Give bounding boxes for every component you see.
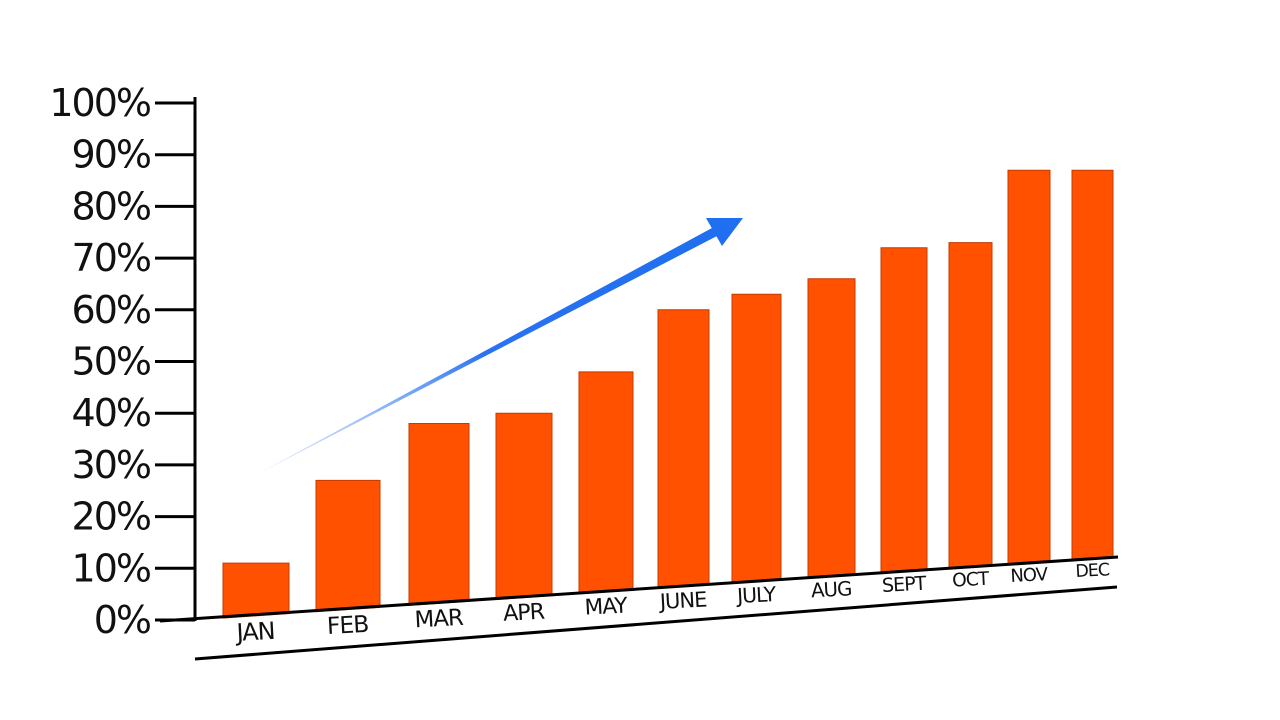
bar-nov	[1007, 169, 1051, 566]
x-tick-label: JAN	[234, 617, 275, 647]
y-tick-label: 70%	[72, 236, 151, 280]
x-tick-label: SEPT	[881, 572, 927, 597]
x-axis-lower-line	[194, 585, 1118, 661]
x-tick-label: AUG	[810, 577, 851, 602]
x-tick-label: MAR	[414, 605, 465, 634]
x-tick-label: DEC	[1075, 560, 1110, 582]
x-tick-label: JUNE	[657, 587, 707, 614]
y-tick-label: 90%	[72, 133, 151, 177]
x-tick-label: NOV	[1010, 564, 1049, 587]
y-tick-label: 40%	[72, 391, 151, 435]
bar-mar	[408, 423, 470, 606]
bar-june	[657, 309, 710, 589]
bar-oct	[948, 242, 993, 570]
x-tick-label: OCT	[952, 569, 991, 592]
y-tick-label: 30%	[72, 443, 151, 487]
x-tick-label: MAY	[584, 593, 629, 620]
bar-dec	[1071, 169, 1114, 561]
x-tick-label: APR	[502, 599, 545, 627]
y-tick-label: 80%	[72, 184, 151, 228]
bar-aug	[807, 278, 856, 579]
bar-sept	[880, 247, 928, 574]
y-tick-label: 100%	[49, 81, 151, 125]
y-tick-label: 60%	[72, 288, 151, 332]
x-tick-label: JULY	[735, 582, 778, 608]
bar-may	[578, 371, 634, 595]
y-tick-label: 0%	[94, 598, 151, 642]
bar-apr	[495, 412, 553, 600]
y-tick-label: 50%	[72, 340, 151, 384]
bar-july	[731, 293, 782, 584]
bar-feb	[315, 479, 381, 613]
x-tick-label: FEB	[326, 610, 369, 640]
bar-jan	[222, 562, 290, 619]
y-tick-label: 10%	[72, 546, 151, 590]
y-tick-label: 20%	[72, 495, 151, 539]
trend-arrow	[250, 218, 743, 478]
x-axis-baseline	[159, 555, 1119, 623]
